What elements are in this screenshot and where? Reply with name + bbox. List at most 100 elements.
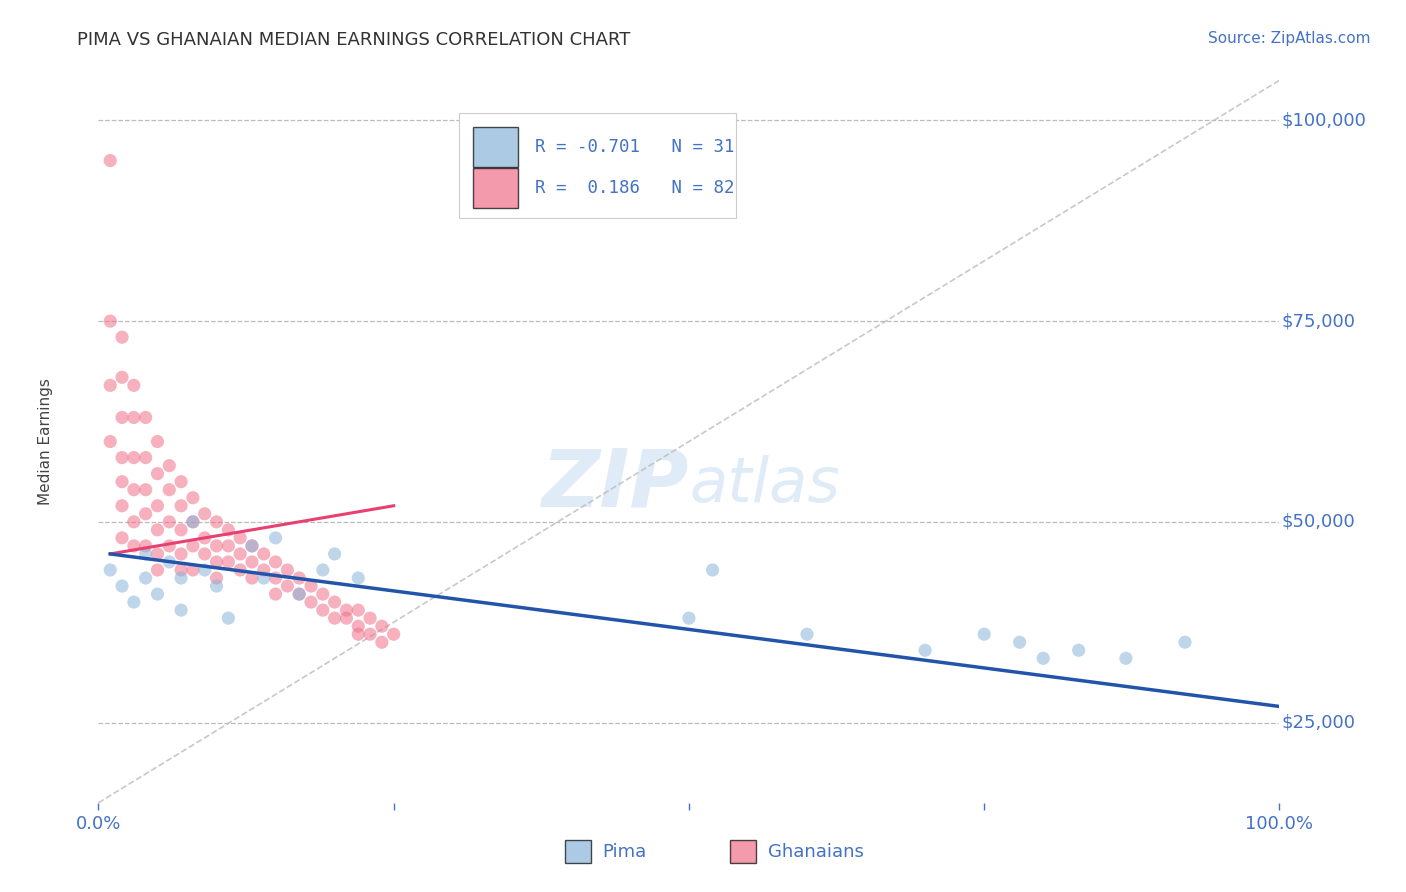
Point	[205, 539, 228, 553]
Point	[98, 378, 121, 392]
Point	[146, 563, 169, 577]
Text: ZIP: ZIP	[541, 446, 689, 524]
Point	[702, 563, 724, 577]
Point	[1032, 651, 1054, 665]
Point	[122, 483, 145, 497]
Text: PIMA VS GHANAIAN MEDIAN EARNINGS CORRELATION CHART: PIMA VS GHANAIAN MEDIAN EARNINGS CORRELA…	[77, 31, 631, 49]
Point	[170, 475, 193, 489]
Point	[264, 571, 287, 585]
Point	[276, 579, 298, 593]
Point	[1115, 651, 1137, 665]
Point	[194, 507, 217, 521]
Point	[122, 410, 145, 425]
Point	[111, 330, 134, 344]
Point	[264, 531, 287, 545]
Text: Source: ZipAtlas.com: Source: ZipAtlas.com	[1208, 31, 1371, 46]
Point	[122, 595, 145, 609]
Point	[111, 531, 134, 545]
Point	[359, 611, 381, 625]
Point	[157, 555, 180, 569]
Point	[111, 450, 134, 465]
Point	[678, 611, 700, 625]
Point	[146, 587, 169, 601]
Point	[98, 314, 121, 328]
Point	[170, 571, 193, 585]
Point	[98, 153, 121, 168]
Point	[347, 571, 370, 585]
Text: Median Earnings: Median Earnings	[38, 378, 53, 505]
Point	[135, 507, 157, 521]
Point	[276, 563, 298, 577]
Point	[229, 547, 252, 561]
Point	[135, 547, 157, 561]
Point	[253, 571, 276, 585]
Point	[157, 458, 180, 473]
FancyBboxPatch shape	[730, 840, 756, 863]
Point	[181, 491, 204, 505]
Point	[98, 434, 121, 449]
Point	[205, 579, 228, 593]
Point	[205, 571, 228, 585]
Point	[312, 603, 335, 617]
Point	[146, 547, 169, 561]
Point	[146, 523, 169, 537]
FancyBboxPatch shape	[472, 169, 517, 208]
Point	[253, 563, 276, 577]
Text: Ghanaians: Ghanaians	[768, 843, 863, 861]
Point	[157, 483, 180, 497]
Point	[146, 434, 169, 449]
Point	[253, 547, 276, 561]
Point	[1067, 643, 1090, 657]
Point	[335, 611, 357, 625]
Point	[312, 587, 335, 601]
Point	[111, 579, 134, 593]
Point	[111, 410, 134, 425]
Point	[217, 539, 239, 553]
Point	[240, 539, 263, 553]
Point	[122, 539, 145, 553]
Point	[181, 563, 204, 577]
Point	[194, 531, 217, 545]
Point	[323, 595, 346, 609]
Point	[181, 515, 204, 529]
Point	[229, 531, 252, 545]
Text: $75,000: $75,000	[1282, 312, 1355, 330]
Point	[371, 619, 394, 633]
Point	[194, 547, 217, 561]
FancyBboxPatch shape	[472, 128, 517, 167]
Text: $100,000: $100,000	[1282, 112, 1367, 129]
Point	[1174, 635, 1197, 649]
Point	[335, 603, 357, 617]
Point	[288, 587, 311, 601]
Text: atlas: atlas	[689, 455, 839, 515]
Point	[135, 571, 157, 585]
FancyBboxPatch shape	[565, 840, 591, 863]
Point	[111, 499, 134, 513]
Point	[299, 595, 322, 609]
Point	[170, 603, 193, 617]
Point	[135, 410, 157, 425]
Point	[371, 635, 394, 649]
Point	[264, 587, 287, 601]
Point	[98, 563, 121, 577]
Point	[347, 627, 370, 641]
Text: Pima: Pima	[603, 843, 647, 861]
Point	[157, 515, 180, 529]
Point	[205, 515, 228, 529]
Point	[170, 563, 193, 577]
Point	[796, 627, 818, 641]
Point	[170, 523, 193, 537]
Text: R =  0.186   N = 82: R = 0.186 N = 82	[536, 179, 735, 197]
Point	[170, 499, 193, 513]
Point	[122, 450, 145, 465]
Point	[217, 523, 239, 537]
Point	[382, 627, 405, 641]
Point	[122, 378, 145, 392]
Point	[914, 643, 936, 657]
Point	[170, 547, 193, 561]
Text: $25,000: $25,000	[1282, 714, 1355, 731]
Point	[122, 515, 145, 529]
Point	[205, 555, 228, 569]
Point	[146, 467, 169, 481]
Point	[323, 611, 346, 625]
